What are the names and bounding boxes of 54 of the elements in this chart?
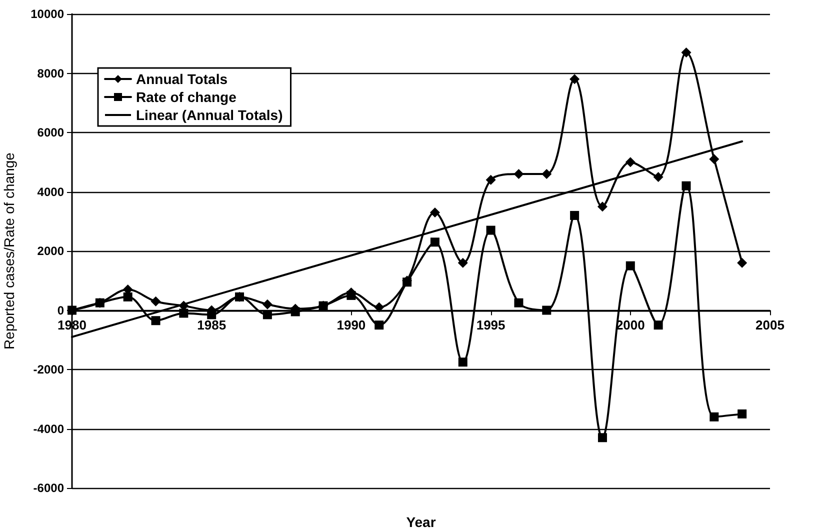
x-tick-label: 2005	[756, 317, 784, 332]
point	[570, 210, 580, 220]
point	[598, 433, 607, 442]
point	[374, 320, 384, 330]
point	[626, 261, 635, 270]
point	[123, 292, 132, 302]
y-tick-label: 0	[57, 303, 64, 318]
point	[682, 181, 691, 190]
point	[179, 308, 188, 318]
y-tick-label: 2000	[37, 244, 64, 258]
x-tick-label: 1995	[476, 317, 506, 332]
point	[514, 168, 524, 179]
y-tick-label: -2000	[33, 362, 64, 376]
point	[374, 302, 384, 312]
point	[653, 172, 664, 182]
x-tick-label: 1985	[197, 317, 226, 332]
x-axis-title: Year	[406, 514, 436, 530]
point	[542, 168, 552, 179]
point	[235, 292, 244, 302]
point	[458, 358, 468, 367]
point	[738, 409, 747, 418]
y-tick-label: 8000	[37, 66, 64, 80]
point	[542, 306, 552, 315]
y-tick-label: 4000	[37, 184, 64, 199]
y-tick-label: -4000	[33, 422, 64, 436]
point	[737, 258, 748, 268]
point	[151, 316, 160, 326]
point	[95, 298, 104, 308]
legend-label: Rate of change	[136, 89, 237, 105]
legend-label: Linear (Annual Totals)	[136, 107, 283, 123]
point	[681, 48, 692, 58]
y-tick-label: 10000	[30, 7, 64, 21]
point	[458, 258, 468, 268]
point	[262, 299, 272, 310]
point	[570, 74, 580, 84]
point	[710, 412, 719, 422]
y-axis-title: Reported cases/Rate of change	[1, 152, 17, 350]
point	[430, 207, 440, 218]
point	[597, 202, 608, 212]
point	[486, 174, 496, 185]
point	[486, 226, 496, 235]
legend-label: Annual Totals	[136, 71, 228, 87]
point	[654, 320, 663, 330]
x-tick-label: 1990	[336, 317, 366, 332]
point	[150, 296, 161, 306]
point	[290, 307, 300, 316]
point	[625, 157, 636, 168]
point	[346, 290, 356, 300]
y-tick-label: -6000	[33, 481, 64, 495]
y-tick-label: 6000	[37, 126, 64, 140]
point	[709, 154, 720, 164]
point	[430, 238, 440, 247]
point	[514, 298, 524, 308]
point	[318, 301, 328, 310]
